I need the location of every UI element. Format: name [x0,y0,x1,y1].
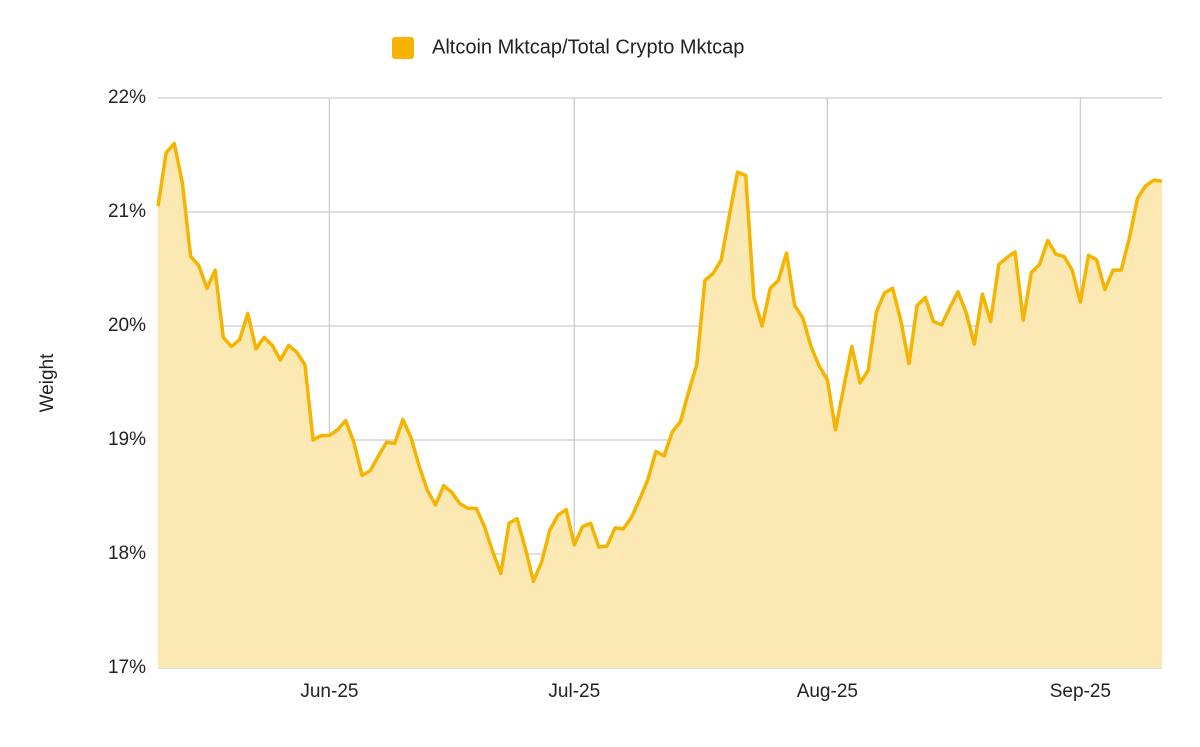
y-tick-label: 19% [108,429,146,450]
line [156,141,1163,584]
y-tick-label: 20% [108,315,146,336]
x-tick-label: Sep-25 [1050,681,1111,702]
legend-label: Altcoin Mktcap/Total Crypto Mktcap [432,36,744,58]
y-tick-label: 17% [108,657,146,678]
y-tick-label: 21% [108,201,146,222]
x-tick-label: Aug-25 [797,681,858,702]
y-tick-label: 22% [108,87,146,108]
legend-swatch [392,37,414,59]
area [158,143,1162,669]
y-tick-label: 18% [108,543,146,564]
x-tick-label: Jun-25 [300,681,358,702]
y-axis-label: Weight [37,353,58,413]
x-tick-label: Jul-25 [548,681,600,702]
